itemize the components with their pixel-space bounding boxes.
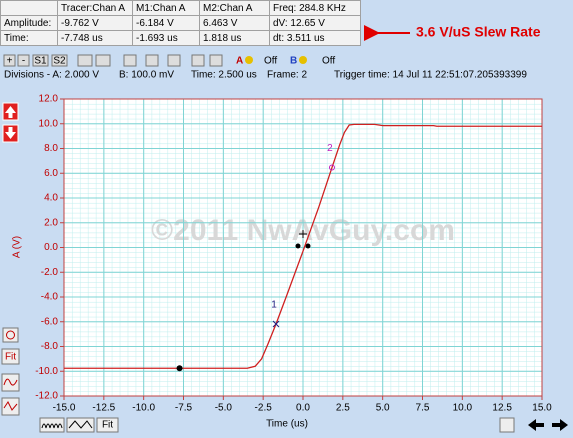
- channel-a-icon: [245, 56, 253, 64]
- marker: [272, 320, 280, 328]
- button-icon: [68, 420, 93, 429]
- right-button[interactable]: [552, 419, 568, 431]
- trigger-cross: [299, 230, 307, 238]
- x-tick-label: 7.5: [416, 403, 430, 414]
- marker: [328, 164, 335, 171]
- button[interactable]: [191, 54, 205, 67]
- x-tick-label: -5.0: [215, 403, 233, 414]
- button-icon: [6, 330, 15, 340]
- down-icon: [5, 127, 16, 139]
- trigger-dot: [305, 243, 311, 249]
- button-icon: [41, 423, 63, 429]
- cell: dt: 3.511 us: [269, 30, 361, 46]
- y-tick-label: 2.0: [44, 217, 58, 228]
- x-tick-label: -2.5: [255, 403, 273, 414]
- up-icon: [5, 106, 16, 118]
- x-tick-label: 15.0: [532, 403, 552, 414]
- channel-b-icon: [299, 56, 307, 64]
- button-icon: [3, 401, 18, 411]
- trigger-dot: [295, 243, 301, 249]
- marker-label: 1: [271, 300, 277, 311]
- marker-label: 2: [327, 143, 333, 154]
- y-tick-label: -6.0: [41, 316, 59, 327]
- y-tick-label: -2.0: [41, 267, 59, 278]
- y-tick-label: 6.0: [44, 168, 58, 179]
- tracer: [176, 365, 183, 372]
- button-label: S2: [53, 56, 66, 67]
- y-tick-label: 10.0: [39, 118, 59, 129]
- status-frame: Frame: 2: [267, 70, 307, 81]
- button[interactable]: [145, 54, 159, 67]
- button[interactable]: [95, 54, 111, 67]
- button-label: +: [7, 56, 13, 67]
- x-tick-label: -10.0: [132, 403, 155, 414]
- channel-b-state: Off: [322, 56, 335, 67]
- x-tick-label: 10.0: [453, 403, 473, 414]
- left-button[interactable]: [528, 419, 544, 431]
- button-label: -: [22, 56, 25, 67]
- y-tick-label: -12.0: [35, 391, 58, 402]
- x-tick-label: -7.5: [175, 403, 193, 414]
- button[interactable]: [499, 417, 515, 433]
- fit-button[interactable]: [1, 348, 20, 365]
- y-tick-label: 8.0: [44, 143, 58, 154]
- y-tick-label: 4.0: [44, 193, 58, 204]
- channel-a-state: Off: [264, 56, 277, 67]
- button[interactable]: [209, 54, 223, 67]
- y-tick-label: -4.0: [41, 292, 59, 303]
- toolbar: + - S1 S2 A Off B Off: [3, 54, 335, 67]
- plot-frame: [63, 98, 543, 397]
- status-trigger: Trigger time: 14 Jul 11 22:51:07.2053933…: [334, 70, 527, 81]
- y-tick-label: -10.0: [35, 366, 58, 377]
- button[interactable]: [3, 54, 16, 67]
- y-tick-label: 0.0: [44, 242, 58, 253]
- status-divisions: Divisions - A: 2.000 V: [4, 70, 99, 81]
- x-axis-label: Time (us): [266, 419, 308, 430]
- measurement-table: Tracer:Chan A M1:Chan A M2:Chan A Freq: …: [0, 0, 361, 46]
- y-axis-label: A (V): [12, 236, 23, 258]
- status-b: B: 100.0 mV: [119, 70, 174, 81]
- button[interactable]: [2, 327, 19, 343]
- y-tick-label: -8.0: [41, 341, 59, 352]
- x-tick-label: 0.0: [296, 403, 310, 414]
- x-tick-label: 12.5: [492, 403, 512, 414]
- button[interactable]: [32, 54, 49, 67]
- button[interactable]: [39, 417, 65, 433]
- trace: [64, 123, 542, 369]
- bottom-buttons: Fit: [39, 417, 568, 433]
- x-tick-label: 5.0: [376, 403, 390, 414]
- x-tick-label: -12.5: [92, 403, 115, 414]
- annotation: 3.6 V/uS Slew Rate: [416, 24, 541, 40]
- channel-b[interactable]: B: [290, 56, 297, 67]
- fit-label: Fit: [5, 352, 16, 363]
- button-icon: [3, 378, 18, 386]
- side-buttons: Fit: [1, 102, 20, 416]
- button[interactable]: [51, 54, 68, 67]
- status-time: Time: 2.500 us: [191, 70, 257, 81]
- button[interactable]: [17, 54, 30, 67]
- x-tick-label: 2.5: [336, 403, 350, 414]
- fit-button[interactable]: [96, 417, 119, 433]
- y-tick-label: 12.0: [39, 94, 59, 105]
- channel-a[interactable]: A: [236, 56, 243, 67]
- button[interactable]: [167, 54, 181, 67]
- button[interactable]: [123, 54, 137, 67]
- fit-label: Fit: [102, 420, 113, 431]
- button-label: S1: [34, 56, 47, 67]
- x-tick-label: -15.0: [53, 403, 76, 414]
- button[interactable]: [77, 54, 93, 67]
